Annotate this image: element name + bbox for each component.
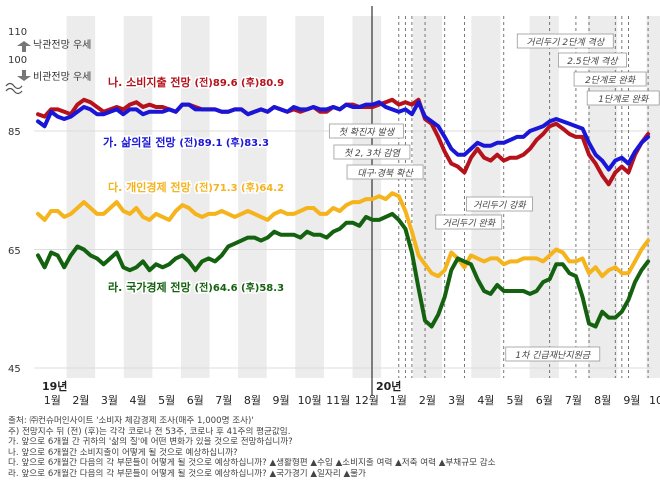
series-line-life_quality — [36, 100, 651, 172]
x-tick-label: 6월 — [536, 394, 553, 407]
x-tick-label: 1월 — [390, 394, 407, 407]
month-band — [646, 16, 660, 378]
series-name: 가. 삶의질 전망 — [103, 135, 179, 149]
series-label-national_economy: 라. 국가경제 전망 (전)64.6 (후)58.3 — [108, 280, 284, 294]
x-tick-label: 3월 — [101, 394, 118, 407]
x-tick-label: 7월 — [215, 394, 232, 407]
month-band — [180, 16, 210, 378]
series-average: (전)89.6 (후)80.9 — [195, 76, 285, 89]
y-tick-label: 85 — [8, 127, 21, 138]
series-label-life_quality: 가. 삶의질 전망 (전)89.1 (후)83.3 — [103, 135, 269, 149]
x-tick-label: 10월 — [298, 394, 322, 407]
annotation-top: 2단계로 완화 — [585, 75, 636, 86]
y-tick-label: 45 — [8, 364, 21, 375]
y-tick-label: 100 — [8, 55, 27, 66]
arrow-up-icon — [17, 41, 31, 52]
annotation-event: 첫 확진자 발생 — [339, 127, 396, 138]
year-label-2020: 20년 — [376, 379, 401, 393]
footnote-question-da: 다. 앞으로 6개월간 다음의 각 부문들이 어떻게 될 것으로 예상하십니까?… — [8, 458, 496, 469]
annotation-policy-box — [465, 196, 533, 212]
annotation-bottom-box — [505, 346, 601, 362]
month-band — [238, 16, 267, 378]
footnote-average: 주) 전망지수 뒤 (전) (후)는 각각 코로나 전 53주, 코로나 후 4… — [8, 426, 291, 437]
annotation-top-box — [573, 71, 647, 87]
series-label-personal_economy: 다. 개인경제 전망 (전)71.3 (후)64.2 — [108, 180, 284, 194]
series-lines — [36, 97, 651, 329]
x-tick-label: 9월 — [272, 394, 289, 407]
series-name: 나. 소비지출 전망 — [108, 75, 195, 89]
annotation-event-box — [333, 144, 411, 160]
optimism-label: 낙관전망 우세 — [33, 39, 91, 51]
annotation-event: 대구·경북 확산 — [357, 168, 414, 179]
x-tick-label: 11월 — [326, 394, 350, 407]
x-tick-label: 12월 — [355, 394, 379, 407]
series-name: 다. 개인경제 전망 — [108, 180, 195, 194]
annotation-policy-box — [435, 214, 503, 230]
annotation-event: 첫 2, 3차 감염 — [344, 148, 401, 159]
series-label-consumption: 나. 소비지출 전망 (전)89.6 (후)80.9 — [108, 75, 284, 89]
annotation-top-box — [586, 90, 660, 106]
annotation-policy: 거리두기 강화 — [473, 200, 526, 211]
x-tick-label: 4월 — [130, 394, 147, 407]
month-band — [66, 16, 96, 378]
y-tick-label: 65 — [8, 246, 21, 257]
x-tick-label: 8월 — [594, 394, 611, 407]
x-tick-label: 1월 — [44, 394, 61, 407]
x-tick-label: 8월 — [244, 394, 261, 407]
x-tick-label: 3월 — [448, 394, 465, 407]
x-tick-label: 5월 — [158, 394, 175, 407]
annotation-top: 2.5단계 격상 — [567, 56, 619, 67]
x-tick-label: 2월 — [72, 394, 89, 407]
series-name: 라. 국가경제 전망 — [108, 280, 195, 294]
x-tick-label: 6월 — [187, 394, 204, 407]
annotation-top: 거리두기 2단계 격상 — [526, 37, 605, 48]
footnote-question-na: 나. 앞으로 6개월간 소비지출이 어떻게 될 것으로 예상하십니까? — [8, 447, 238, 458]
footnote-question-ga: 가. 앞으로 6개월 간 귀하의 '삶의 질'에 어떤 변화가 있을 것으로 전… — [8, 437, 293, 448]
annotation-event-box — [328, 123, 404, 139]
axis-break-icon — [5, 82, 23, 95]
series-average: (전)89.1 (후)83.3 — [179, 136, 269, 149]
x-tick-label: 5월 — [507, 394, 524, 407]
arrow-down-icon — [17, 70, 31, 81]
footnote-question-ra: 라. 앞으로 6개월간 다음의 각 부문들이 어떻게 될 것으로 예상하십니까?… — [8, 468, 366, 479]
x-tick-label: 7월 — [565, 394, 582, 407]
annotation-top-box — [558, 52, 627, 68]
y-tick-label: 110 — [8, 27, 27, 38]
month-band — [529, 16, 559, 378]
month-band — [295, 16, 324, 378]
series-line-national_economy — [36, 211, 651, 329]
annotation-top-box — [516, 33, 614, 49]
annotation-event-box — [346, 164, 424, 180]
x-tick-label: 2월 — [419, 394, 436, 407]
series-line-personal_economy — [36, 191, 651, 279]
month-band — [123, 16, 153, 378]
month-shading — [66, 16, 660, 378]
annotation-policy: 거리두기 완화 — [442, 218, 495, 229]
annotation-bottom: 1차 긴급재난지원금 — [515, 350, 591, 361]
x-tick-label: 4월 — [477, 394, 494, 407]
pessimism-label: 비관전망 우세 — [33, 71, 91, 83]
footnote-source: 출처: ㈜컨슈머인사이트 '소비자 체감경제 조사(매주 1,000명 조사)' — [8, 416, 254, 426]
annotation-top: 1단계로 완화 — [598, 94, 649, 105]
footnotes: 출처: ㈜컨슈머인사이트 '소비자 체감경제 조사(매주 1,000명 조사)'… — [8, 416, 656, 480]
x-tick-label: 9월 — [623, 394, 640, 407]
year-label-2019: 19년 — [42, 379, 67, 393]
series-average: (전)64.6 (후)58.3 — [195, 281, 285, 294]
x-tick-label: 10월 — [649, 394, 660, 407]
series-average: (전)71.3 (후)64.2 — [195, 181, 285, 194]
